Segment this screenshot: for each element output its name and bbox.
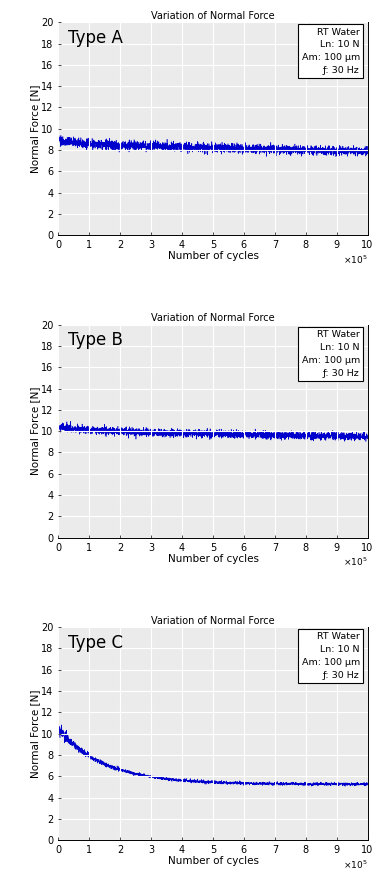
- Text: $\times 10^5$: $\times 10^5$: [343, 858, 368, 870]
- Text: Type C: Type C: [68, 634, 123, 652]
- Text: RT Water
Ln: 10 N
Am: 100 μm
ƒ: 30 Hz: RT Water Ln: 10 N Am: 100 μm ƒ: 30 Hz: [302, 28, 360, 75]
- Y-axis label: Normal Force [N]: Normal Force [N]: [30, 689, 40, 778]
- Title: Variation of Normal Force: Variation of Normal Force: [151, 616, 275, 626]
- X-axis label: Number of cycles: Number of cycles: [167, 252, 259, 261]
- Text: Type A: Type A: [68, 28, 123, 46]
- Title: Variation of Normal Force: Variation of Normal Force: [151, 313, 275, 324]
- Text: Type B: Type B: [68, 331, 123, 349]
- X-axis label: Number of cycles: Number of cycles: [167, 554, 259, 564]
- Text: RT Water
Ln: 10 N
Am: 100 μm
ƒ: 30 Hz: RT Water Ln: 10 N Am: 100 μm ƒ: 30 Hz: [302, 330, 360, 378]
- Text: RT Water
Ln: 10 N
Am: 100 μm
ƒ: 30 Hz: RT Water Ln: 10 N Am: 100 μm ƒ: 30 Hz: [302, 632, 360, 680]
- Y-axis label: Normal Force [N]: Normal Force [N]: [30, 387, 40, 476]
- Title: Variation of Normal Force: Variation of Normal Force: [151, 11, 275, 20]
- Text: $\times 10^5$: $\times 10^5$: [343, 253, 368, 266]
- X-axis label: Number of cycles: Number of cycles: [167, 856, 259, 867]
- Y-axis label: Normal Force [N]: Normal Force [N]: [30, 84, 40, 173]
- Text: $\times 10^5$: $\times 10^5$: [343, 556, 368, 568]
